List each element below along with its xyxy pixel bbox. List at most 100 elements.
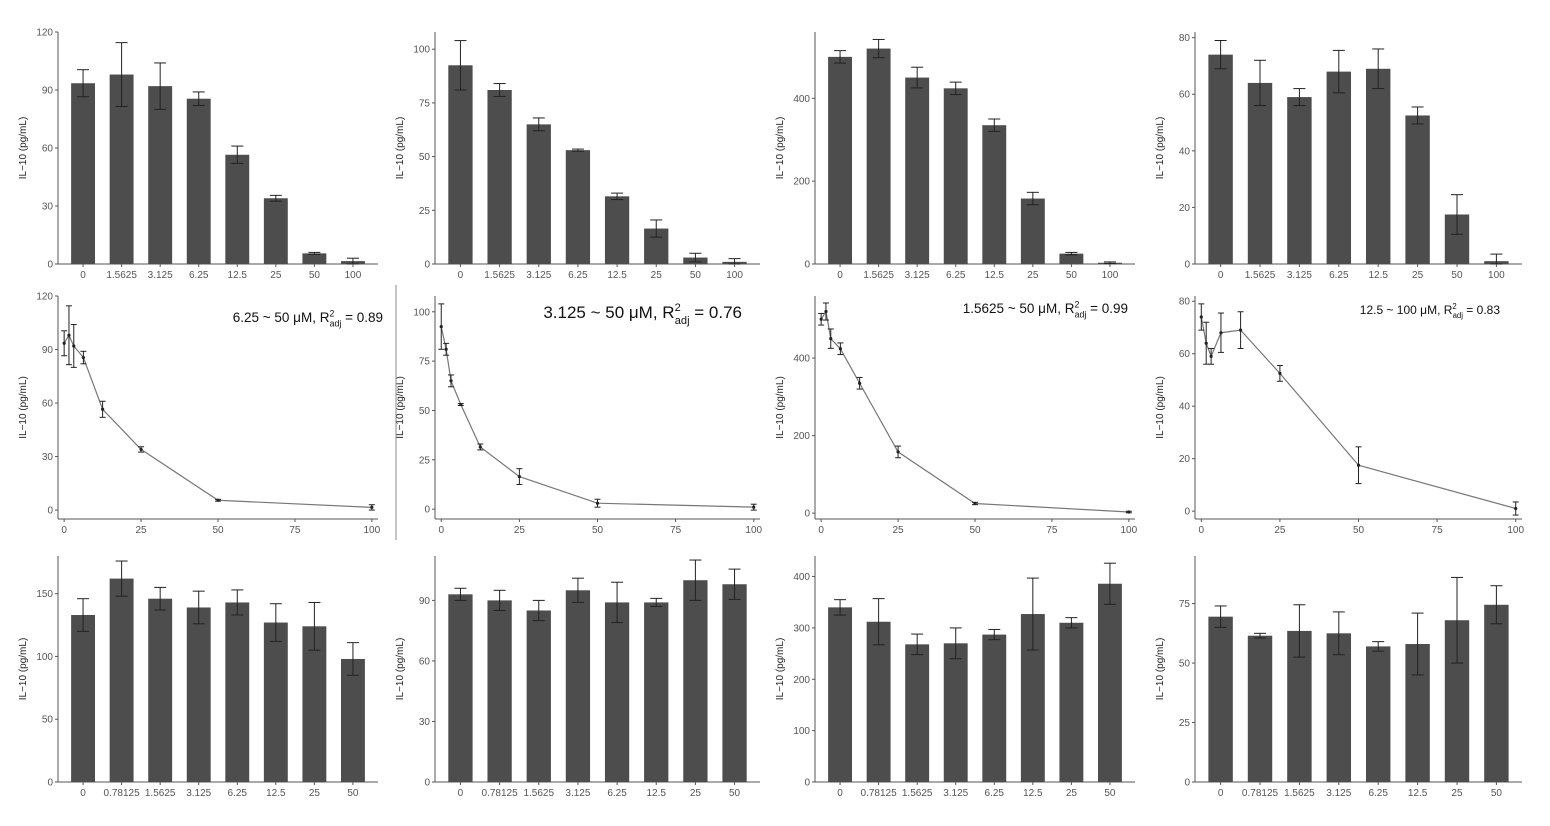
x-tick-label: 25 bbox=[309, 788, 321, 799]
bar-12.5 bbox=[644, 602, 669, 782]
chart-r2c2: 0 25 50 75 100 IL−10 (pg/mL) 0 25 50 75 100 3.125 ~… bbox=[395, 296, 763, 536]
y-tick-label: 200 bbox=[793, 431, 810, 442]
x-tick-label: 100 bbox=[745, 525, 762, 536]
y-axis-title: IL−10 (pg/mL) bbox=[1155, 117, 1166, 180]
data-point bbox=[595, 501, 600, 505]
y-tick-label: 0 bbox=[1184, 778, 1190, 789]
series-line bbox=[440, 326, 754, 508]
y-tick-label: 50 bbox=[1179, 659, 1191, 670]
bar-6.25 bbox=[943, 88, 968, 264]
x-tick-label: 6.25 bbox=[1329, 270, 1349, 281]
x-tick-label: 3.125 bbox=[1326, 788, 1351, 799]
bar-0.78125 bbox=[109, 578, 134, 782]
x-tick-label: 100 bbox=[1121, 525, 1138, 536]
bar-25 bbox=[683, 580, 708, 782]
x-tick-label: 25 bbox=[1027, 270, 1039, 281]
bar-25 bbox=[302, 626, 327, 782]
x-tick-label: 50 bbox=[690, 270, 702, 281]
x-tick-label: 100 bbox=[345, 270, 362, 281]
chart-r1c4: 0 20 40 60 80 IL−10 (pg/mL) 0 1.5625 3.125 6.25 12… bbox=[1155, 32, 1522, 281]
x-tick-label: 0 bbox=[458, 270, 464, 281]
data-point bbox=[81, 355, 85, 360]
bar-25 bbox=[1405, 115, 1430, 265]
bar-25 bbox=[263, 198, 288, 264]
bar-6.25 bbox=[565, 150, 591, 264]
x-tick-label: 12.5 bbox=[266, 788, 286, 799]
bar-6.25 bbox=[1365, 646, 1391, 782]
x-tick-label: 100 bbox=[1507, 525, 1524, 536]
bar-0 bbox=[71, 615, 96, 782]
y-tick-label: 0 bbox=[1184, 260, 1190, 271]
y-tick-label: 150 bbox=[36, 589, 53, 600]
x-tick-label: 0 bbox=[61, 525, 67, 536]
data-point bbox=[1219, 331, 1223, 335]
x-tick-label: 3.125 bbox=[1287, 270, 1312, 281]
y-tick-label: 100 bbox=[36, 652, 53, 663]
y-tick-label: 60 bbox=[1179, 349, 1191, 360]
x-tick-label: 6.25 bbox=[228, 788, 248, 799]
x-tick-label: 50 bbox=[1491, 788, 1503, 799]
x-tick-label: 0 bbox=[837, 788, 843, 799]
x-tick-label: 0.78125 bbox=[482, 788, 519, 799]
data-point bbox=[1127, 510, 1131, 514]
x-tick-label: 1.5625 bbox=[484, 270, 515, 281]
x-tick-label: 25 bbox=[893, 525, 905, 536]
bar-6.25 bbox=[604, 602, 630, 782]
y-tick-label: 0 bbox=[1184, 507, 1190, 518]
bar-1.5625 bbox=[109, 74, 134, 265]
y-tick-label: 60 bbox=[42, 144, 54, 155]
x-tick-label: 3.125 bbox=[943, 788, 968, 799]
bar-50 bbox=[1484, 604, 1509, 782]
bar-3.125 bbox=[943, 643, 968, 782]
x-tick-label: 25 bbox=[1066, 788, 1078, 799]
x-tick-label: 75 bbox=[1432, 525, 1444, 536]
x-tick-label: 0 bbox=[837, 270, 843, 281]
bar-50 bbox=[340, 658, 365, 782]
x-tick-label: 0 bbox=[438, 525, 444, 536]
y-tick-label: 75 bbox=[419, 98, 431, 109]
data-point bbox=[459, 402, 463, 407]
bar-3.125 bbox=[148, 86, 173, 264]
bar-0 bbox=[1208, 616, 1233, 782]
fit-annotation: 12.5 ~ 100 μM, R2 adj = 0.83 bbox=[1360, 302, 1501, 320]
data-point bbox=[1204, 341, 1208, 345]
x-tick-label: 12.5 bbox=[1408, 788, 1428, 799]
data-point bbox=[370, 505, 374, 510]
x-tick-label: 12.5 bbox=[607, 270, 627, 281]
x-tick-label: 1.5625 bbox=[106, 270, 137, 281]
bar-1.5625 bbox=[526, 610, 551, 782]
data-point bbox=[1356, 463, 1361, 467]
y-tick-label: 50 bbox=[419, 406, 431, 417]
y-tick-label: 200 bbox=[793, 177, 810, 188]
y-tick-label: 30 bbox=[42, 202, 54, 213]
bar-12.5 bbox=[1365, 68, 1391, 264]
y-tick-label: 80 bbox=[1179, 297, 1191, 308]
fit-annotation: 3.125 ~ 50 μM, R2 adj = 0.76 bbox=[543, 302, 742, 327]
x-tick-label: 25 bbox=[270, 270, 282, 281]
bar-3.125 bbox=[186, 607, 211, 782]
y-tick-label: 25 bbox=[419, 455, 431, 466]
series-line bbox=[63, 333, 372, 509]
x-tick-label: 25 bbox=[1412, 270, 1424, 281]
x-tick-label: 50 bbox=[1066, 270, 1078, 281]
x-tick-label: 50 bbox=[309, 270, 321, 281]
chart-r1c1: 0 30 60 90 120 IL−10 (pg/mL) 0 1.5625 3.125 6.25 1… bbox=[18, 28, 378, 281]
x-tick-label: 1.5625 bbox=[145, 788, 176, 799]
x-tick-label: 1.5625 bbox=[902, 788, 933, 799]
bar-0.78125 bbox=[487, 600, 512, 782]
y-axis-title: IL−10 (pg/mL) bbox=[18, 376, 29, 439]
y-tick-label: 40 bbox=[1179, 146, 1191, 157]
bar-0 bbox=[71, 83, 96, 264]
data-point bbox=[838, 347, 842, 351]
bar-12.5 bbox=[982, 125, 1007, 264]
data-point bbox=[973, 501, 977, 506]
x-tick-label: 100 bbox=[726, 270, 743, 281]
x-tick-label: 6.25 bbox=[946, 270, 966, 281]
y-tick-label: 400 bbox=[793, 354, 810, 365]
y-axis-title: IL−10 (pg/mL) bbox=[18, 638, 29, 701]
x-tick-label: 25 bbox=[1274, 525, 1286, 536]
bar-0.78125 bbox=[1247, 635, 1273, 782]
y-tick-label: 90 bbox=[42, 86, 54, 97]
y-tick-label: 25 bbox=[1179, 718, 1191, 729]
y-tick-label: 90 bbox=[419, 596, 431, 607]
